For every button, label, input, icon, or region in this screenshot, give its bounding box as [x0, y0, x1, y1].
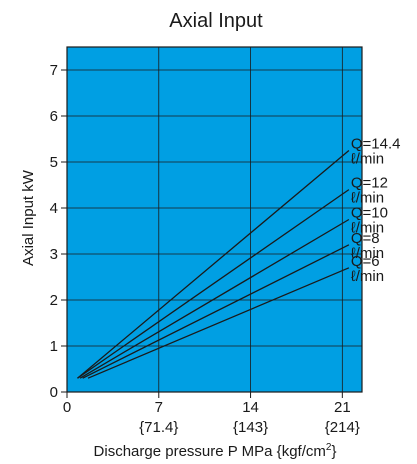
series-name-1: Q=12: [351, 175, 388, 192]
y-tick-label-2: 2: [50, 292, 58, 309]
x-axis-label: Discharge pressure P MPa {kgf/cm2}: [94, 442, 337, 460]
series-name-4: Q=6: [351, 253, 380, 270]
x-tick-label-0: 0: [63, 399, 71, 416]
series-lines: [77, 150, 350, 379]
x-tick-label-2: 14: [242, 399, 259, 416]
plot-area: [66, 46, 363, 393]
series-line-4: [87, 267, 350, 379]
series-line-1: [77, 189, 350, 379]
y-tick-label-5: 5: [50, 154, 58, 171]
y-tick-label-7: 7: [50, 62, 58, 79]
grid-lines: [67, 47, 362, 392]
x-axis-ticks: 0 7 14 21 {71.4} {143} {214}: [63, 392, 360, 436]
series-line-2: [79, 218, 350, 379]
series-unit-0: ℓ/min: [351, 151, 384, 168]
x-sub-tick-label-0: {71.4}: [139, 419, 178, 436]
series-line-0: [77, 150, 350, 379]
series-name-0: Q=14.4: [351, 136, 401, 153]
series-labels: Q=14.4ℓ/minQ=12ℓ/minQ=10ℓ/minQ=8ℓ/minQ=6…: [351, 136, 401, 285]
x-sub-tick-label-2: {214}: [325, 419, 360, 436]
chart-title: Axial Input: [169, 10, 263, 32]
x-tick-label-3: 21: [334, 399, 351, 416]
series-name-3: Q=8: [351, 230, 380, 247]
series-unit-4: ℓ/min: [351, 268, 384, 285]
y-axis-ticks: 0 1 2 3 4 5 6 7: [50, 62, 67, 401]
y-tick-label-3: 3: [50, 246, 58, 263]
y-tick-label-4: 4: [50, 200, 58, 217]
x-sub-tick-label-1: {143}: [233, 419, 268, 436]
y-tick-label-6: 6: [50, 108, 58, 125]
series-unit-3: ℓ/min: [351, 245, 384, 262]
x-tick-label-1: 7: [155, 399, 163, 416]
series-line-3: [82, 244, 350, 379]
y-axis-label: Axial Input kW: [20, 169, 37, 266]
y-tick-label-0: 0: [50, 384, 58, 401]
x-axis-label-superscript: 2: [326, 442, 332, 453]
y-tick-label-1: 1: [50, 338, 58, 355]
x-axis-label-main: Discharge pressure P MPa {kgf/cm: [94, 443, 326, 460]
series-name-2: Q=10: [351, 205, 388, 222]
series-unit-2: ℓ/min: [351, 220, 384, 237]
series-unit-1: ℓ/min: [351, 190, 384, 207]
x-axis-label-close: }: [331, 443, 336, 460]
